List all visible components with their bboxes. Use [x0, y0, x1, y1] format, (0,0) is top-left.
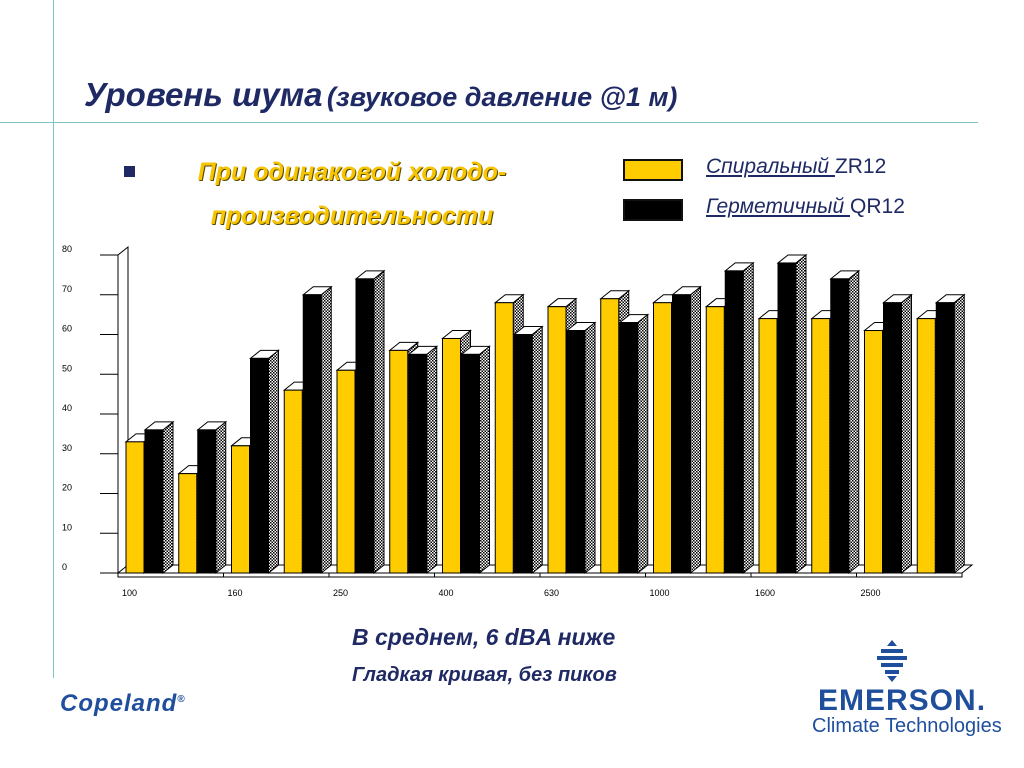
y-tick-label: 80	[62, 244, 72, 254]
bar-qr12	[618, 313, 650, 575]
x-tick-label: 160	[228, 588, 243, 598]
copeland-logo: Copeland®	[60, 690, 186, 718]
bar-qr12	[354, 269, 386, 575]
y-tick-label: 40	[62, 403, 72, 413]
emerson-logo-icon	[877, 640, 907, 682]
bullet-text-line-1: При одинаковой холодо-	[197, 158, 507, 186]
slide-title: Уровень шума (звуковое давление @1 м)	[84, 76, 677, 114]
y-tick-label: 60	[62, 324, 72, 334]
bar-qr12	[776, 253, 808, 575]
y-tick-label: 0	[62, 562, 67, 572]
bar-qr12	[723, 261, 755, 575]
chart-tick-labels: 0 10 20 30 40 50 60 70 80 100 160 250 400 630 1000 1600…	[62, 244, 881, 598]
x-tick-label: 400	[439, 588, 454, 598]
title-main: Уровень шума	[84, 76, 323, 113]
bullet-text-line-2: производительности	[210, 202, 494, 230]
bar-qr12	[671, 285, 702, 575]
y-tick-label: 10	[62, 522, 72, 532]
note-smooth: Гладкая кривая, без пиков	[352, 664, 617, 686]
chart-bars	[124, 253, 966, 575]
note-average: В среднем, 6 dBA ниже	[352, 624, 616, 650]
emerson-dot: .	[976, 684, 987, 717]
bar-qr12	[249, 349, 280, 575]
x-tick-label: 250	[333, 588, 348, 598]
emerson-wordmark: EMERSON.	[818, 684, 986, 718]
decor-vertical-line	[53, 0, 54, 678]
x-tick-label: 630	[544, 588, 559, 598]
legend-label-zr12: Спиральный ZR12	[706, 155, 886, 179]
x-tick-label: 1000	[650, 588, 670, 598]
y-tick-label: 20	[62, 483, 72, 493]
emerson-tagline: Climate Technologies	[812, 715, 1002, 737]
bar-qr12	[512, 325, 544, 575]
bar-qr12	[882, 293, 913, 575]
legend-qr12-name: Герметичный	[706, 195, 851, 218]
y-tick-label: 50	[62, 363, 72, 373]
legend-swatch-zr12	[623, 159, 683, 181]
x-tick-label: 100	[122, 588, 137, 598]
bar-qr12	[460, 345, 491, 575]
legend-qr12-model: QR12	[850, 195, 905, 218]
bar-qr12	[196, 420, 228, 575]
legend-label-qr12: Герметичный QR12	[706, 195, 905, 219]
copeland-registered-mark: ®	[177, 694, 186, 705]
bar-qr12	[407, 345, 439, 575]
bar-qr12	[565, 321, 597, 575]
x-tick-label: 2500	[861, 588, 881, 598]
copeland-wordmark: Copeland	[60, 690, 178, 717]
bullet-square-icon	[124, 166, 135, 177]
noise-bar-chart: 0 10 20 30 40 50 60 70 80 100 160 250 400 630 1000 1600…	[62, 244, 974, 598]
bar-qr12	[934, 293, 966, 575]
y-tick-label: 70	[62, 284, 72, 294]
legend-zr12-model: ZR12	[834, 155, 887, 178]
title-sub: (звуковое давление @1 м)	[326, 82, 678, 112]
legend-swatch-qr12	[623, 199, 683, 221]
y-tick-label: 30	[62, 443, 72, 453]
emerson-name: EMERSON	[818, 684, 977, 717]
bar-qr12	[143, 420, 175, 575]
bar-qr12	[829, 269, 861, 575]
legend-zr12-name: Спиральный	[706, 155, 835, 178]
decor-horizontal-line	[0, 122, 978, 123]
bullet-text: При одинаковой холодо- производительност…	[152, 150, 552, 238]
x-tick-label: 1600	[755, 588, 775, 598]
bar-qr12	[301, 285, 333, 575]
